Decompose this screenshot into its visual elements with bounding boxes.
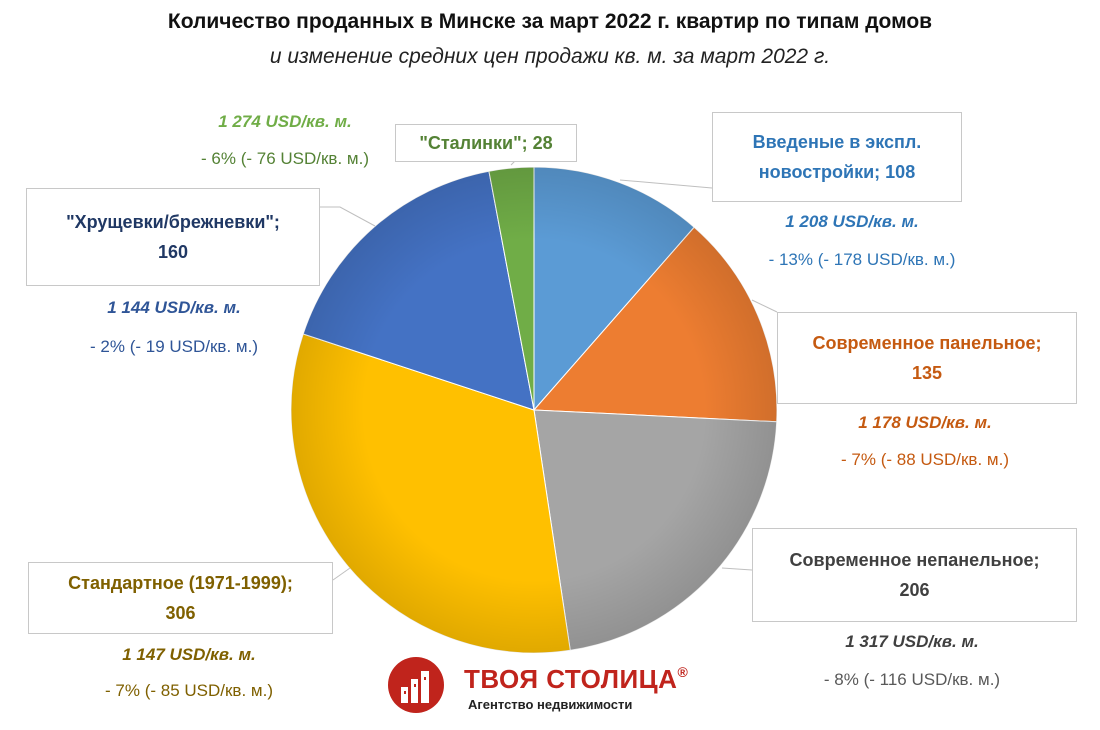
leader-line-nonpanel	[721, 567, 753, 571]
callout-stalin: "Сталинки"; 28	[395, 124, 577, 162]
leader-line-standard	[332, 567, 351, 581]
price-panel: 1 178 USD/кв. м.	[858, 413, 992, 432]
price-standard: 1 147 USD/кв. м.	[122, 645, 256, 664]
callout-khrush: "Хрущевки/брежневки"; 160	[26, 188, 320, 286]
callout-novostroyki: Введеные в экспл. новостройки; 108	[712, 112, 962, 202]
callout-novostroyki-line2: новостройки; 108	[758, 162, 916, 182]
change-khrush: - 2% (- 19 USD/кв. м.)	[90, 337, 258, 356]
brand-name: ТВОЯ СТОЛИЦА®	[464, 664, 688, 695]
leader-line-panel	[751, 299, 778, 313]
leader-line-novostroyki	[619, 179, 713, 189]
brand-logo-icon	[388, 657, 444, 713]
callout-nonpanel-line2: 206	[899, 580, 930, 600]
change-stalin: - 6% (- 76 USD/кв. м.)	[201, 149, 369, 168]
callout-standard: Стандартное (1971-1999); 306	[28, 562, 333, 634]
brand-registered-mark: ®	[677, 664, 689, 680]
callout-khrush-line1: "Хрущевки/брежневки";	[66, 212, 280, 232]
callout-standard-line2: 306	[165, 603, 196, 623]
callout-panel: Современное панельное; 135	[777, 312, 1077, 404]
callout-panel-line1: Современное панельное;	[812, 333, 1042, 353]
brand-tagline: Агентство недвижимости	[468, 697, 633, 712]
callout-stalin-line1: "Сталинки"; 28	[419, 133, 553, 153]
chart-title: Количество проданных в Минске за март 20…	[167, 10, 933, 33]
change-standard: - 7% (- 85 USD/кв. м.)	[105, 681, 273, 700]
callout-panel-line2: 135	[911, 363, 943, 383]
change-nonpanel: - 8% (- 116 USD/кв. м.)	[823, 670, 1001, 689]
leader-lines	[320, 159, 778, 581]
brand-name-text: ТВОЯ СТОЛИЦА	[464, 664, 678, 694]
price-khrush: 1 144 USD/кв. м.	[107, 298, 241, 317]
leader-line-khrush	[320, 206, 376, 227]
change-novostroyki: - 13% (- 178 USD/кв. м.)	[768, 250, 956, 269]
price-nonpanel: 1 317 USD/кв. м.	[845, 632, 979, 651]
callout-standard-line1: Стандартное (1971-1999);	[68, 573, 293, 593]
pie-shading	[291, 167, 777, 653]
chart-subtitle: и изменение средних цен продажи кв. м. з…	[269, 45, 831, 68]
callout-nonpanel-line1: Современное непанельное;	[789, 550, 1040, 570]
price-stalin: 1 274 USD/кв. м.	[218, 112, 352, 131]
change-panel: - 7% (- 88 USD/кв. м.)	[841, 450, 1009, 469]
callout-khrush-line2: 160	[157, 242, 189, 262]
price-novostroyki: 1 208 USD/кв. м.	[785, 212, 919, 231]
callout-novostroyki-line1: Введеные в экспл.	[752, 132, 922, 152]
callout-nonpanel: Современное непанельное; 206	[752, 528, 1077, 622]
